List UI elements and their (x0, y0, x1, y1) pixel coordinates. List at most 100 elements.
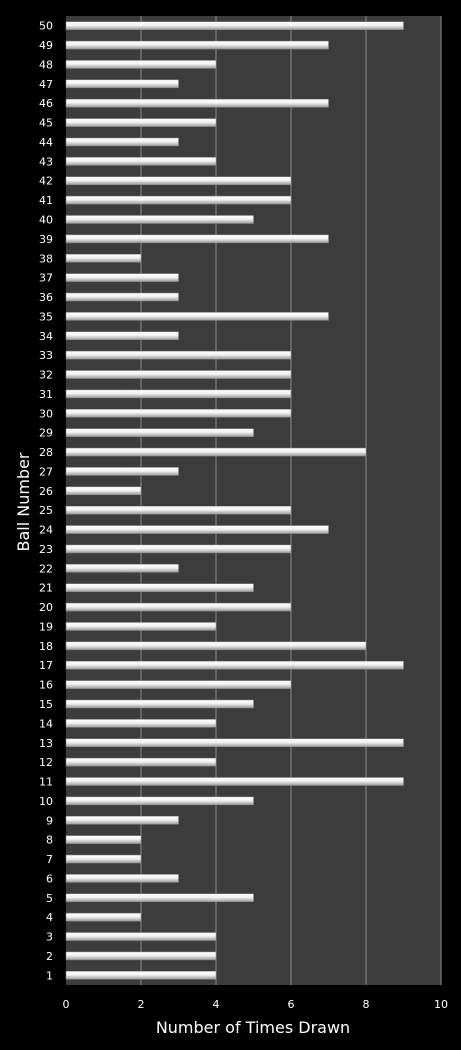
bar-ball-14 (65, 719, 217, 728)
y-tick-label: 15 (39, 698, 53, 711)
bar-ball-13 (65, 738, 404, 747)
y-tick-label: 20 (39, 601, 53, 614)
bar-ball-23 (65, 544, 292, 554)
bar-ball-49 (65, 40, 329, 50)
y-tick-label: 31 (39, 388, 53, 401)
y-tick-label: 17 (39, 659, 53, 672)
y-tick-label: 14 (39, 717, 53, 730)
x-tick-label: 0 (63, 998, 70, 1011)
bar-ball-7 (65, 854, 142, 864)
y-tick-label: 34 (39, 330, 53, 343)
bar-ball-17 (65, 660, 404, 670)
y-tick-label: 5 (46, 892, 53, 905)
y-tick-label: 1 (46, 969, 53, 982)
bar-ball-36 (65, 292, 179, 302)
x-axis-label: Number of Times Drawn (156, 1018, 350, 1037)
y-tick-label: 4 (46, 911, 53, 924)
y-tick-label: 47 (39, 78, 53, 91)
y-tick-label: 30 (39, 407, 53, 420)
x-tick-label: 4 (213, 998, 220, 1011)
bar-ball-41 (65, 195, 292, 205)
bar-ball-21 (65, 583, 254, 592)
bar-ball-40 (65, 215, 254, 224)
bar-ball-50 (65, 21, 404, 30)
y-tick-label: 16 (39, 679, 53, 692)
x-tick-label: 2 (138, 998, 145, 1011)
y-tick-label: 2 (46, 950, 53, 963)
bar-ball-32 (65, 370, 292, 379)
y-tick-label: 28 (39, 446, 53, 459)
y-tick-label: 6 (46, 872, 53, 885)
bar-ball-31 (65, 389, 292, 399)
y-tick-label: 43 (39, 155, 53, 168)
bar-ball-3 (65, 932, 217, 941)
bar-ball-12 (65, 757, 217, 767)
y-tick-label: 23 (39, 543, 53, 556)
y-tick-label: 7 (46, 853, 53, 866)
bar-ball-45 (65, 118, 217, 127)
y-tick-label: 38 (39, 252, 53, 265)
bar-ball-20 (65, 602, 292, 612)
bar-ball-9 (65, 816, 179, 825)
bar-ball-48 (65, 60, 217, 69)
bar-ball-42 (65, 176, 292, 185)
y-tick-label: 13 (39, 737, 53, 750)
y-tick-label: 33 (39, 349, 53, 362)
bar-ball-27 (65, 467, 179, 476)
y-tick-label: 22 (39, 562, 53, 575)
y-tick-label: 21 (39, 582, 53, 595)
y-tick-label: 11 (39, 776, 53, 789)
y-tick-label: 50 (39, 20, 53, 33)
x-tick-label: 6 (288, 998, 295, 1011)
bar-ball-46 (65, 98, 329, 108)
bar-ball-33 (65, 350, 292, 360)
y-tick-label: 10 (39, 795, 53, 808)
y-tick-label: 39 (39, 233, 53, 246)
bar-ball-19 (65, 622, 217, 631)
y-tick-label: 49 (39, 39, 53, 52)
bar-ball-6 (65, 874, 179, 883)
y-tick-label: 8 (46, 834, 53, 847)
y-tick-label: 35 (39, 310, 53, 323)
bar-ball-37 (65, 273, 179, 282)
bar-ball-2 (65, 951, 217, 961)
bar-ball-8 (65, 835, 142, 844)
bar-ball-15 (65, 699, 254, 709)
bar-ball-26 (65, 486, 142, 496)
bar-ball-5 (65, 893, 254, 903)
bar-ball-24 (65, 525, 329, 534)
y-tick-label: 36 (39, 291, 53, 304)
bar-ball-30 (65, 409, 292, 418)
y-tick-label: 42 (39, 175, 53, 188)
y-tick-label: 25 (39, 504, 53, 517)
bar-ball-29 (65, 428, 254, 437)
bar-ball-11 (65, 777, 404, 786)
y-tick-label: 18 (39, 640, 53, 653)
y-tick-label: 26 (39, 485, 53, 498)
y-tick-label: 3 (46, 931, 53, 944)
y-tick-label: 37 (39, 272, 53, 285)
y-axis-label: Ball Number (14, 452, 33, 551)
bar-ball-1 (65, 971, 217, 980)
bar-ball-34 (65, 331, 179, 341)
y-tick-label: 46 (39, 97, 53, 110)
bar-ball-47 (65, 79, 179, 89)
y-tick-label: 24 (39, 524, 53, 537)
bar-ball-16 (65, 680, 292, 689)
y-tick-label: 29 (39, 427, 53, 440)
bar-ball-43 (65, 157, 217, 166)
bar-ball-39 (65, 234, 329, 244)
y-tick-label: 41 (39, 194, 53, 207)
y-tick-label: 32 (39, 369, 53, 382)
y-tick-label: 19 (39, 620, 53, 633)
bar-ball-10 (65, 796, 254, 806)
y-tick-label: 44 (39, 136, 53, 149)
bar-ball-4 (65, 912, 142, 922)
bar-ball-35 (65, 312, 329, 321)
y-tick-label: 12 (39, 756, 53, 769)
bar-ball-25 (65, 505, 292, 515)
y-tick-label: 27 (39, 465, 53, 478)
bar-ball-22 (65, 564, 179, 573)
bar-ball-44 (65, 137, 179, 147)
